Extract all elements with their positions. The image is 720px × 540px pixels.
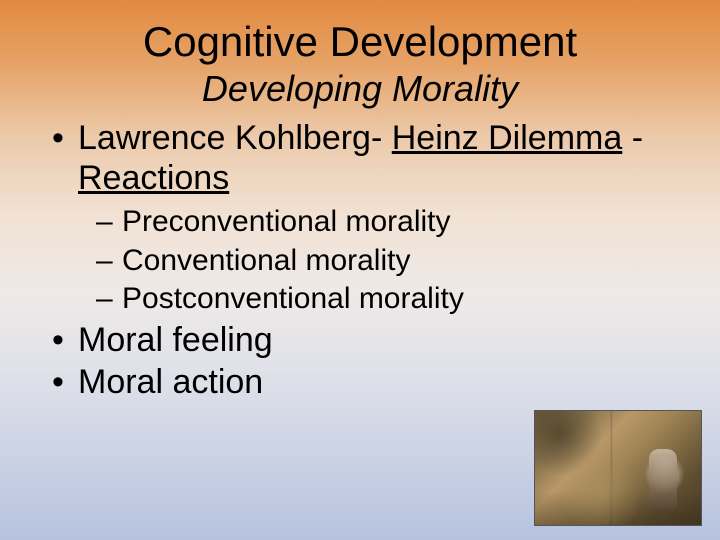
link-heinz-dilemma[interactable]: Heinz Dilemma xyxy=(392,119,623,157)
slide: Cognitive Development Developing Moralit… xyxy=(0,0,720,540)
subbullet-preconventional: Preconventional morality xyxy=(96,204,680,241)
bullet-text-prefix: Lawrence Kohlberg- xyxy=(78,119,392,157)
bullet-list-level2: Preconventional morality Conventional mo… xyxy=(96,204,680,318)
bullet-kohlberg: Lawrence Kohlberg- Heinz Dilemma - React… xyxy=(50,118,680,318)
link-reactions[interactable]: Reactions xyxy=(78,159,229,197)
slide-content: Lawrence Kohlberg- Heinz Dilemma - React… xyxy=(40,118,680,402)
subbullet-conventional: Conventional morality xyxy=(96,243,680,280)
store-photo xyxy=(534,410,702,526)
slide-title: Cognitive Development xyxy=(40,18,680,66)
bullet-moral-feeling: Moral feeling xyxy=(50,320,680,360)
bullet-text-sep: - xyxy=(622,119,643,157)
bullet-moral-action: Moral action xyxy=(50,362,680,402)
bullet-list-level1: Lawrence Kohlberg- Heinz Dilemma - React… xyxy=(50,118,680,402)
subbullet-postconventional: Postconventional morality xyxy=(96,281,680,318)
slide-subtitle: Developing Morality xyxy=(40,68,680,110)
